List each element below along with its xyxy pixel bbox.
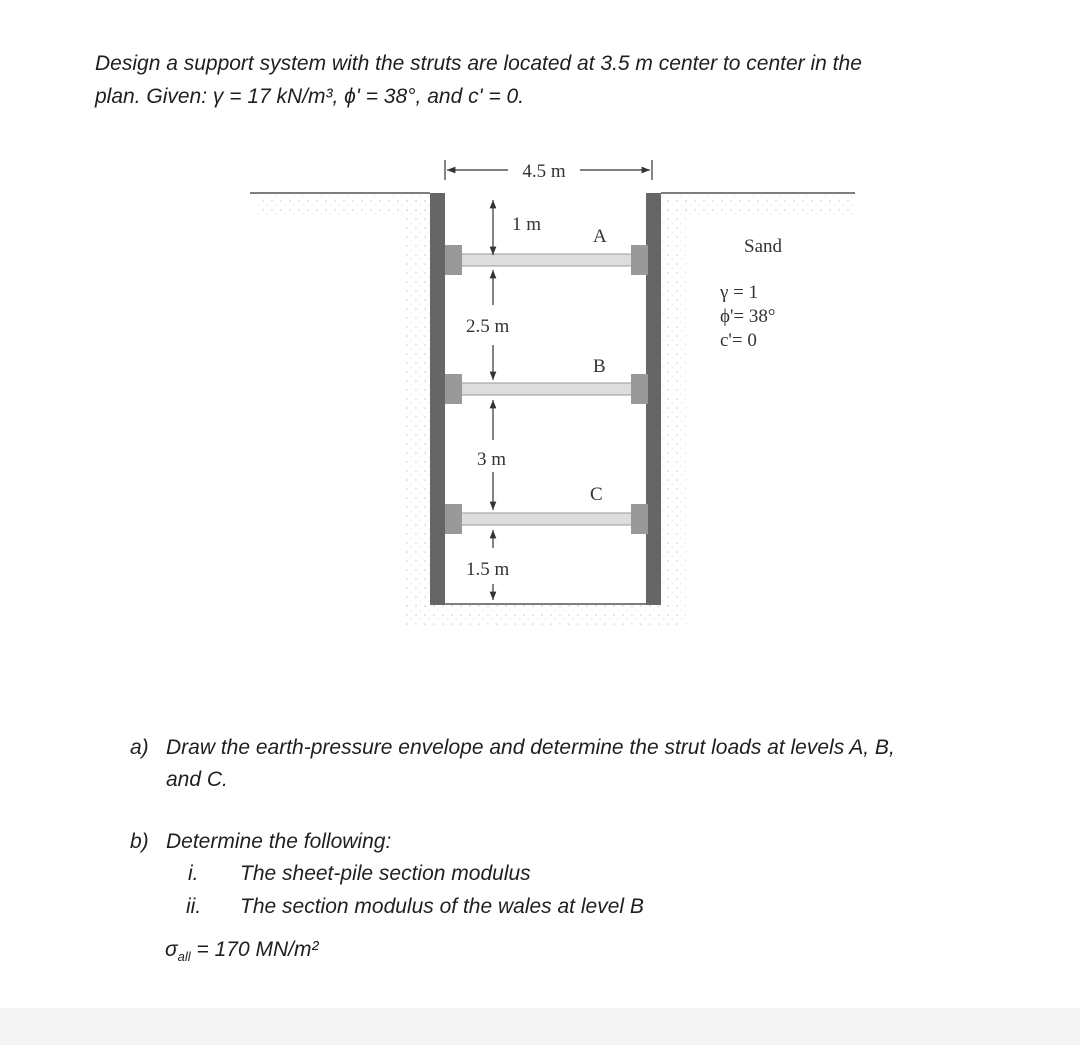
soil-name: Sand	[744, 236, 783, 257]
soil-property: c'= 0	[720, 330, 757, 351]
level-label: A	[593, 226, 607, 247]
value: = 170 MN/m²	[196, 938, 319, 961]
part-text: and C.	[166, 768, 228, 791]
sheet-pile	[430, 193, 445, 605]
part-text: Determine the following:	[166, 830, 392, 853]
item-marker: ii.	[186, 895, 202, 918]
soil-property: γ = 1	[719, 282, 758, 303]
sheet-pile	[646, 193, 661, 605]
item-text: The sheet-pile section modulus	[240, 862, 531, 885]
item-marker: i.	[188, 862, 199, 885]
dimension-label: 2.5 m	[466, 316, 510, 337]
level-label: B	[593, 356, 606, 377]
soil-property: ϕ'= 38°	[720, 306, 776, 327]
figure: 4.5 m 1 m 2.5 m 3 m 1.5 m A B C Sand γ =…	[250, 160, 856, 625]
allowable-stress: σall = 170 MN/m²	[165, 938, 318, 964]
dimension-label: 4.5 m	[522, 161, 566, 182]
dimension-label: 1.5 m	[466, 559, 510, 580]
subscript: all	[177, 949, 191, 965]
intro-line: Design a support system with the struts …	[95, 52, 862, 75]
dimensions	[444, 160, 653, 600]
part-text: Draw the earth-pressure envelope and det…	[166, 736, 895, 759]
part-marker: b)	[130, 830, 149, 853]
symbol: σ	[165, 938, 178, 961]
item-text: The section modulus of the wales at leve…	[240, 895, 644, 918]
soil	[255, 195, 856, 625]
dimension-label: 1 m	[512, 214, 541, 235]
dimension-label: 3 m	[477, 449, 506, 470]
struts	[445, 245, 648, 534]
intro-line: plan. Given: γ = 17 kN/m³, ϕ' = 38°, and…	[95, 85, 525, 108]
level-label: C	[590, 484, 603, 505]
part-marker: a)	[130, 736, 149, 759]
footer-strip	[0, 1008, 1080, 1045]
